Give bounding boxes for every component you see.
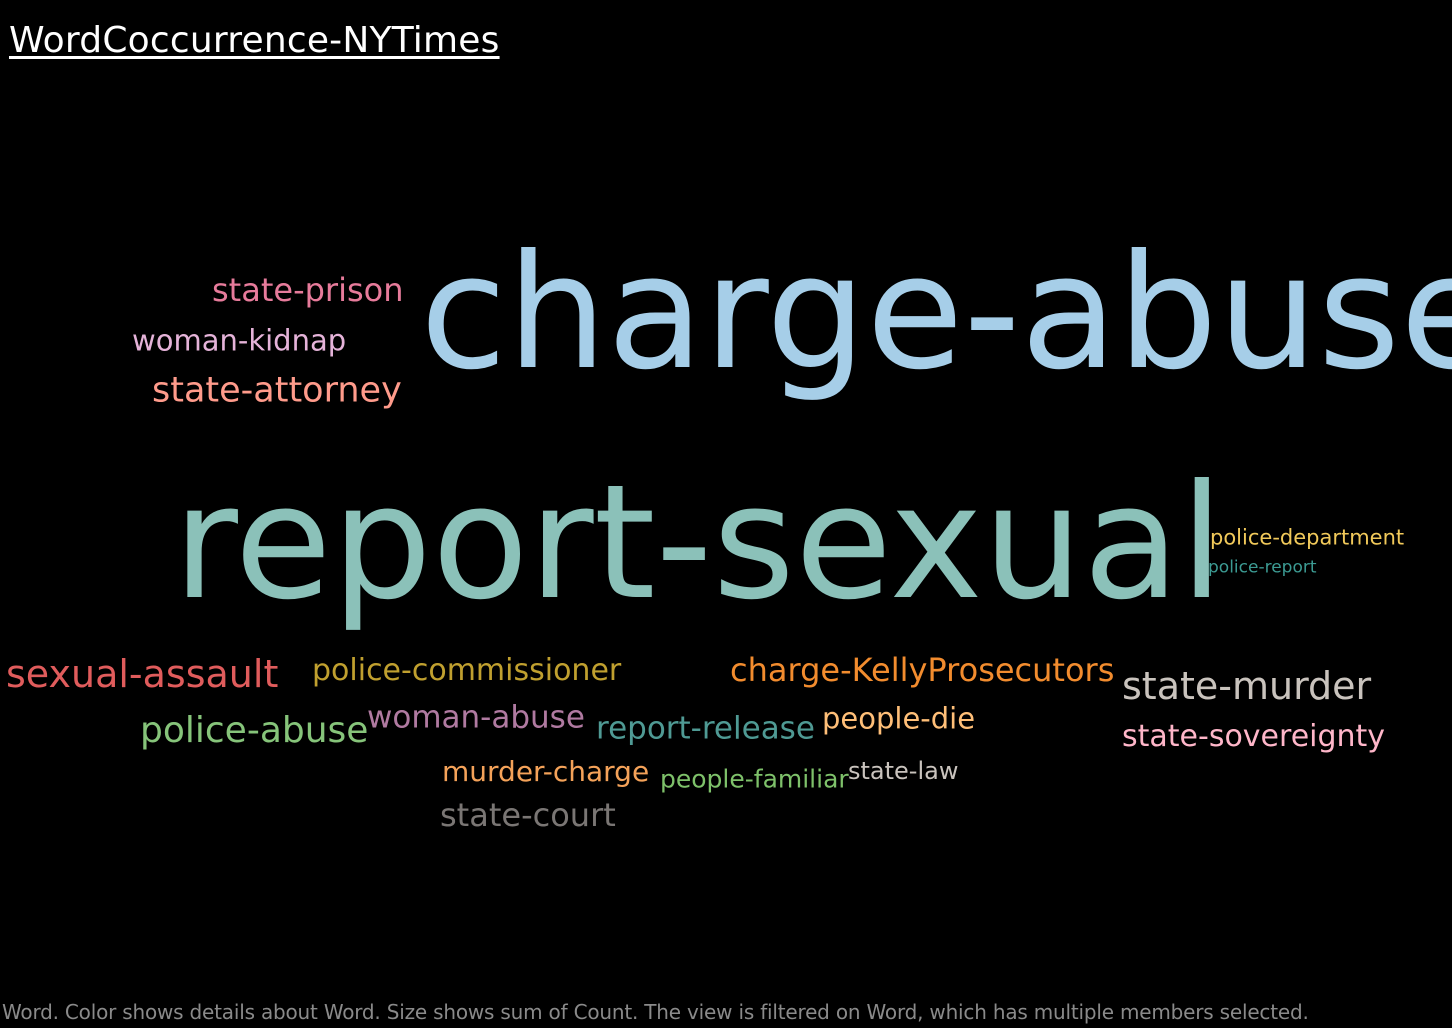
word-state-court[interactable]: state-court: [440, 796, 616, 834]
word-charge-kellyprosecutors[interactable]: charge-KellyProsecutors: [730, 651, 1115, 689]
word-report-sexual[interactable]: report-sexual: [173, 451, 1224, 635]
word-police-department[interactable]: police-department: [1210, 525, 1405, 550]
word-people-die[interactable]: people-die: [822, 701, 976, 736]
word-state-attorney[interactable]: state-attorney: [152, 370, 402, 411]
chart-caption: Word. Color shows details about Word. Si…: [2, 1000, 1309, 1024]
word-report-release[interactable]: report-release: [596, 710, 815, 747]
word-people-familiar[interactable]: people-familiar: [660, 764, 849, 794]
word-state-murder[interactable]: state-murder: [1122, 664, 1372, 708]
word-police-abuse[interactable]: police-abuse: [140, 710, 369, 751]
chart-title: WordCoccurrence-NYTimes: [9, 20, 500, 61]
word-state-law[interactable]: state-law: [848, 757, 959, 785]
word-police-commissioner[interactable]: police-commissioner: [312, 653, 622, 688]
word-state-sovereignty[interactable]: state-sovereignty: [1122, 719, 1386, 754]
word-murder-charge[interactable]: murder-charge: [442, 755, 650, 788]
word-woman-kidnap[interactable]: woman-kidnap: [132, 323, 347, 358]
word-woman-abuse[interactable]: woman-abuse: [367, 699, 585, 736]
word-sexual-assault[interactable]: sexual-assault: [6, 652, 279, 696]
word-state-prison[interactable]: state-prison: [212, 271, 404, 309]
word-police-report[interactable]: police-report: [1208, 557, 1317, 578]
word-charge-abuse[interactable]: charge-abuse: [420, 221, 1452, 405]
